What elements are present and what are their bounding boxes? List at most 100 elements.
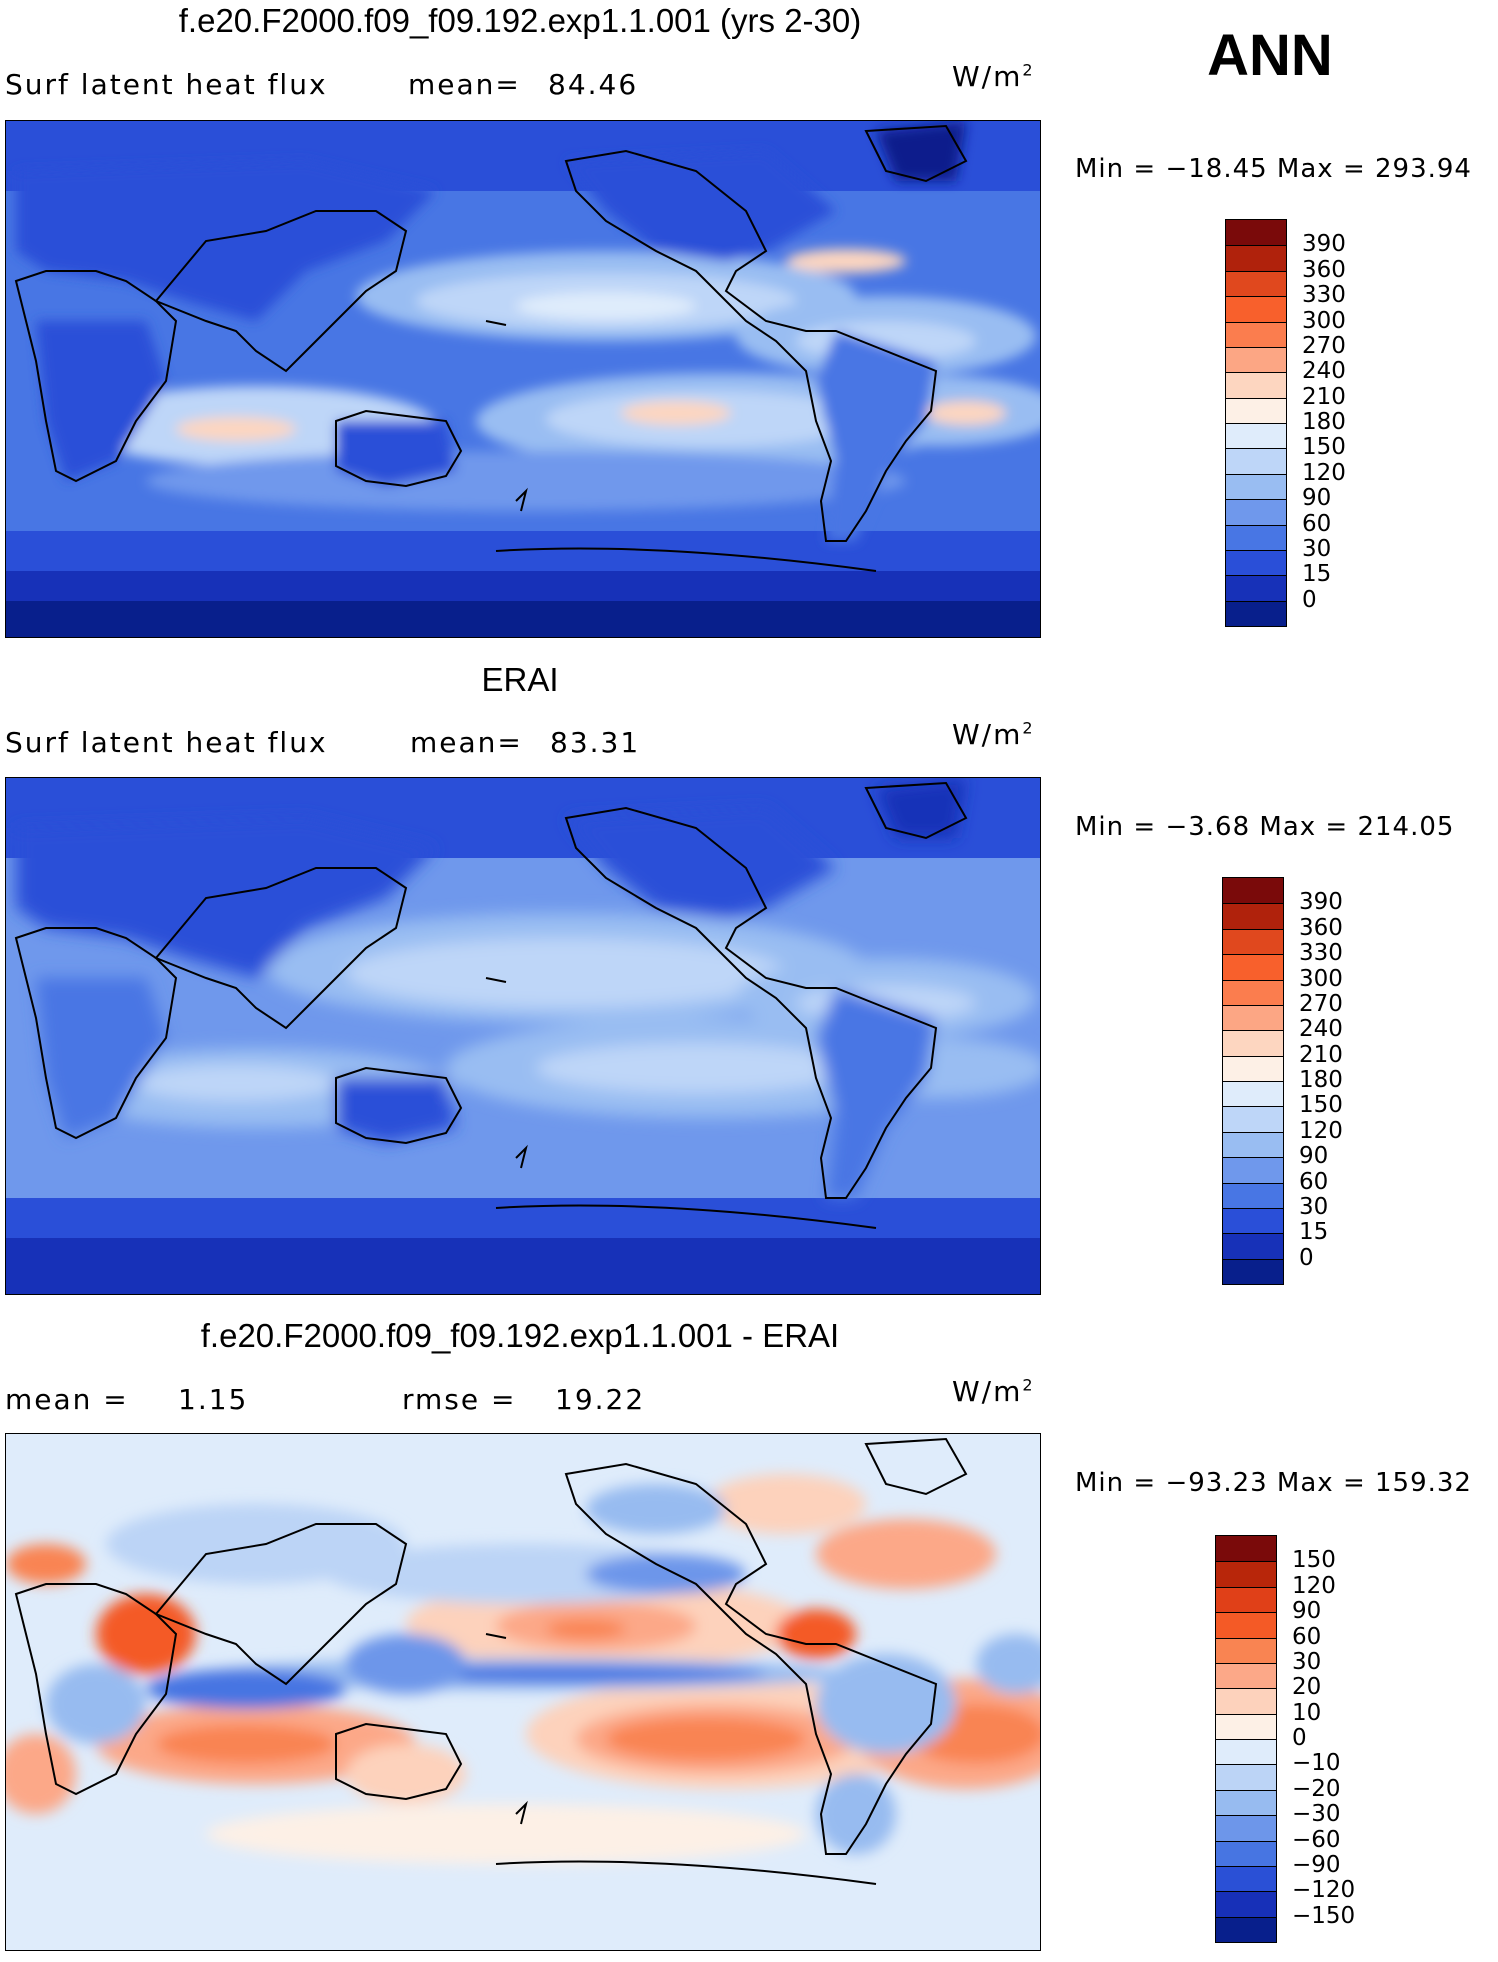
panel1-colorbar: 390 360 330 300 270 240 210 180 150 120 90 60 30 15 0: [1225, 219, 1346, 627]
panel3-map: [5, 1433, 1041, 1951]
colorbar-box: [1226, 575, 1286, 601]
colorbar-box: [1226, 448, 1286, 474]
panel2-map: [5, 777, 1041, 1295]
colorbar-tick-label: 150: [1302, 434, 1346, 461]
colorbar-tick-label: 150: [1292, 1547, 1336, 1574]
colorbar-tick-label: 60: [1292, 1623, 1322, 1650]
colorbar-box: [1216, 1865, 1276, 1892]
colorbar-box: [1223, 1207, 1283, 1234]
panel1-units: W/m2: [952, 60, 1035, 93]
colorbar-tick-label: 120: [1292, 1572, 1336, 1599]
colorbar-tick-label: 330: [1302, 282, 1346, 309]
colorbar-tick-label: 240: [1302, 358, 1346, 385]
colorbar-tick-label: 120: [1299, 1117, 1343, 1144]
colorbar-tick-label: 60: [1299, 1168, 1329, 1195]
panel2-mean-value: 83.31: [550, 726, 641, 759]
colorbar-box: [1223, 1182, 1283, 1208]
colorbar-tick-label: 360: [1302, 256, 1346, 283]
panel2-minmax: Min = −3.68 Max = 214.05: [1075, 812, 1455, 842]
colorbar-box: [1226, 549, 1286, 576]
colorbar-box: [1226, 473, 1286, 500]
colorbar-box: [1216, 1891, 1276, 1917]
colorbar-tick-label: 390: [1299, 889, 1343, 916]
colorbar-tick-label: 180: [1302, 409, 1346, 435]
panel3-colorbar: 150 120 90 60 30 20 10 0 −10 −20 −30 −60 −90 −120 −150: [1215, 1535, 1355, 1943]
panel1-variable-label: Surf latent heat flux: [5, 68, 328, 101]
panel1-map-field: [6, 121, 1040, 637]
colorbar-tick-label: 300: [1302, 307, 1346, 334]
colorbar-box: [1216, 1612, 1276, 1638]
colorbar-box: [1223, 1004, 1283, 1031]
colorbar-tick-label: −10: [1292, 1750, 1341, 1777]
panel3-mean-label: mean =: [5, 1383, 129, 1416]
colorbar-box: [1216, 1586, 1276, 1613]
colorbar-box: [1216, 1916, 1276, 1942]
panel2-map-field: [6, 778, 1040, 1294]
colorbar-box: [1216, 1688, 1276, 1714]
colorbar-tick-label: 15: [1299, 1219, 1329, 1246]
colorbar-box: [1223, 979, 1283, 1005]
colorbar-tick-label: 360: [1299, 914, 1343, 941]
colorbar-box: [1226, 600, 1286, 626]
panel2-mean-label: mean=: [410, 726, 523, 759]
colorbar-box: [1223, 1081, 1283, 1107]
colorbar-box: [1226, 524, 1286, 550]
panel1-mean-value: 84.46: [548, 68, 639, 101]
panel2-units: W/m2: [952, 718, 1035, 751]
colorbar-tick-label: 270: [1299, 990, 1343, 1017]
colorbar-box: [1226, 321, 1286, 347]
colorbar-tick-label: 30: [1299, 1193, 1329, 1220]
colorbar-box: [1223, 954, 1283, 980]
panel3-units: W/m2: [952, 1375, 1035, 1408]
colorbar-tick-label: 30: [1292, 1648, 1322, 1675]
colorbar-tick-label: 330: [1299, 940, 1343, 967]
panel2-colorbar: 390 360 330 300 270 240 210 180 150 120 90 60 30 15 0: [1222, 877, 1343, 1285]
colorbar-box: [1223, 1258, 1283, 1284]
colorbar-box: [1216, 1662, 1276, 1689]
colorbar-box: [1223, 903, 1283, 929]
colorbar-tick-label: 120: [1302, 459, 1346, 486]
colorbar-tick-label: 0: [1292, 1725, 1307, 1751]
colorbar-tick-label: −60: [1292, 1826, 1341, 1853]
colorbar-box: [1226, 372, 1286, 398]
colorbar-box: [1226, 499, 1286, 525]
colorbar-box: [1216, 1713, 1276, 1739]
colorbar-tick-label: 20: [1292, 1674, 1322, 1701]
colorbar-box: [1226, 245, 1286, 271]
colorbar-box: [1216, 1561, 1276, 1587]
colorbar-box: [1216, 1815, 1276, 1841]
colorbar-tick-label: 270: [1302, 332, 1346, 359]
panel1-minmax: Min = −18.45 Max = 293.94: [1075, 154, 1472, 184]
colorbar-tick-label: 180: [1299, 1067, 1343, 1093]
colorbar-tick-label: 30: [1302, 535, 1332, 562]
colorbar-box: [1226, 270, 1286, 297]
panel3-rmse-label: rmse =: [402, 1383, 517, 1416]
colorbar-tick-label: −120: [1292, 1877, 1356, 1904]
colorbar-box: [1226, 397, 1286, 423]
panel3-title: f.e20.F2000.f09_f09.192.exp1.1.001 - ERA…: [200, 1317, 840, 1354]
colorbar-box: [1226, 220, 1286, 246]
colorbar-box: [1226, 296, 1286, 322]
panel2-variable-label: Surf latent heat flux: [5, 726, 328, 759]
colorbar-box: [1216, 1764, 1276, 1790]
colorbar-box: [1223, 928, 1283, 955]
colorbar-box: [1223, 878, 1283, 904]
panel1-title: f.e20.F2000.f09_f09.192.exp1.1.001 (yrs …: [178, 2, 862, 39]
panel3-map-field: [6, 1434, 1040, 1950]
colorbar-tick-label: 15: [1302, 561, 1332, 588]
colorbar-box: [1223, 1131, 1283, 1158]
colorbar-tick-label: 10: [1292, 1699, 1322, 1726]
colorbar-tick-label: 90: [1302, 485, 1332, 512]
panel2-title: ERAI: [481, 661, 559, 698]
colorbar-tick-label: 390: [1302, 231, 1346, 258]
colorbar-tick-label: 90: [1292, 1598, 1322, 1625]
colorbar-tick-label: 240: [1299, 1016, 1343, 1043]
colorbar-box: [1216, 1637, 1276, 1663]
colorbar-tick-label: 90: [1299, 1143, 1329, 1170]
colorbar-tick-label: 210: [1299, 1041, 1343, 1068]
panel3-minmax: Min = −93.23 Max = 159.32: [1075, 1468, 1472, 1498]
colorbar-tick-label: 300: [1299, 965, 1343, 992]
colorbar-tick-label: −90: [1292, 1851, 1341, 1878]
colorbar-tick-label: −150: [1292, 1902, 1356, 1929]
panel1-mean-label: mean=: [408, 68, 521, 101]
